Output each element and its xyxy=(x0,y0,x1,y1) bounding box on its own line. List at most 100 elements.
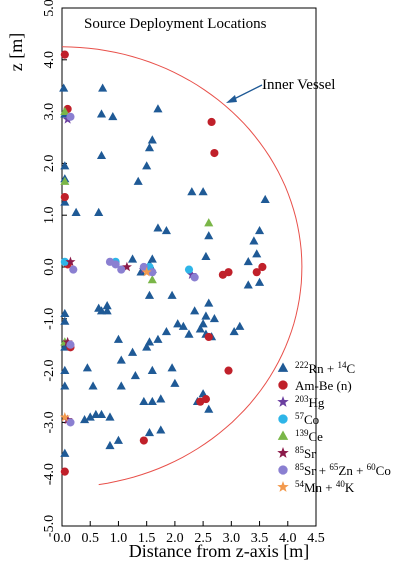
data-point xyxy=(121,261,132,272)
data-point xyxy=(66,418,75,427)
inner-vessel-layer xyxy=(61,46,303,486)
data-point xyxy=(258,262,267,272)
legend-marker xyxy=(277,362,289,372)
data-point xyxy=(178,321,188,330)
data-point xyxy=(60,197,70,206)
legend-marker xyxy=(278,380,288,390)
data-point xyxy=(141,266,152,277)
data-point xyxy=(96,150,107,159)
data-point xyxy=(153,223,163,232)
data-point xyxy=(60,365,70,374)
data-point xyxy=(156,425,166,434)
data-point xyxy=(96,109,107,118)
data-point xyxy=(252,268,261,277)
data-point xyxy=(209,314,219,323)
data-point xyxy=(190,306,200,315)
data-point xyxy=(66,340,75,349)
data-point xyxy=(60,381,70,390)
data-points-layer xyxy=(59,50,270,476)
plot-title: Source Deployment Locations xyxy=(84,16,267,32)
data-point xyxy=(204,404,214,413)
data-point xyxy=(147,275,157,284)
x-tick-label: 2.5 xyxy=(194,531,212,546)
data-point xyxy=(127,347,138,356)
data-point xyxy=(156,394,166,403)
legend-label: 54Mn + 40K xyxy=(295,479,355,495)
x-tick-label: 0.0 xyxy=(53,531,71,546)
data-point xyxy=(144,143,155,152)
data-point xyxy=(147,254,157,263)
y-tick-label: 5.0 xyxy=(42,0,57,17)
data-point xyxy=(186,269,197,280)
legend-marker xyxy=(277,480,289,492)
data-point xyxy=(224,366,233,375)
data-point xyxy=(105,440,115,450)
data-point xyxy=(201,311,211,320)
data-point xyxy=(252,249,262,258)
legend-label: 85Sr xyxy=(295,445,316,461)
legend-label: 222Rn + 14C xyxy=(295,360,355,376)
ticks-layer: 0.0 0.5 1.0 1.5 2.0 2.5 3.0 3.5 4.0 4.5 -5.0 -4.0 -3… xyxy=(42,0,325,546)
legend-marker xyxy=(277,430,289,440)
legend-label: 85Sr + 65Zn + 60Co xyxy=(295,462,391,478)
data-point xyxy=(60,467,69,476)
y-tick-label: -3.0 xyxy=(42,411,57,433)
data-point xyxy=(195,324,205,333)
data-point xyxy=(60,161,70,170)
data-point xyxy=(136,267,146,276)
y-tick-label: -2.0 xyxy=(42,360,57,382)
data-point xyxy=(147,135,157,144)
legend-marker xyxy=(278,465,288,475)
data-point xyxy=(102,301,112,310)
data-point xyxy=(98,83,108,92)
y-tick-label: -4.0 xyxy=(42,463,57,485)
data-point xyxy=(204,218,214,227)
x-tick-label: 2.0 xyxy=(166,531,184,546)
data-point xyxy=(167,290,177,299)
data-point xyxy=(102,306,112,315)
y-axis-title: z [m] xyxy=(6,33,26,71)
legend-marker xyxy=(277,395,289,407)
data-point xyxy=(147,396,157,406)
data-point xyxy=(147,365,157,374)
data-point xyxy=(139,396,149,406)
data-point xyxy=(60,308,70,317)
data-point xyxy=(207,117,216,127)
data-point xyxy=(153,104,163,113)
legend-marker xyxy=(278,414,288,424)
data-point xyxy=(229,326,239,336)
legend-label: 57Co xyxy=(295,411,319,427)
data-point xyxy=(117,265,126,274)
data-point xyxy=(142,161,152,170)
data-point xyxy=(82,363,92,372)
data-point xyxy=(133,176,143,185)
data-point xyxy=(60,257,69,266)
data-point xyxy=(59,411,70,422)
data-point xyxy=(88,381,98,390)
y-tick-label: 3.0 xyxy=(42,103,57,121)
data-point xyxy=(80,415,90,424)
data-point xyxy=(144,290,155,299)
data-point xyxy=(254,277,265,286)
data-point xyxy=(210,148,219,158)
data-point xyxy=(167,363,177,372)
data-point xyxy=(170,378,180,387)
legend-marker xyxy=(277,446,289,458)
inner-vessel-annotation: Inner Vessel xyxy=(262,77,335,93)
inner-vessel-arrowhead xyxy=(226,95,237,103)
data-point xyxy=(60,316,70,325)
data-point xyxy=(161,225,171,235)
y-tick-label: 0.0 xyxy=(42,258,57,276)
data-point xyxy=(65,256,76,267)
data-point xyxy=(148,268,157,277)
legend-label: 203Hg xyxy=(295,394,325,410)
data-point xyxy=(71,207,81,216)
data-point xyxy=(96,409,107,418)
data-point xyxy=(111,260,120,269)
legend-label: Am-Be (n) xyxy=(295,378,352,393)
data-point xyxy=(190,273,199,282)
data-point xyxy=(184,265,194,274)
data-point xyxy=(66,112,75,121)
data-point xyxy=(235,321,245,330)
inner-vessel-curve xyxy=(61,46,303,486)
